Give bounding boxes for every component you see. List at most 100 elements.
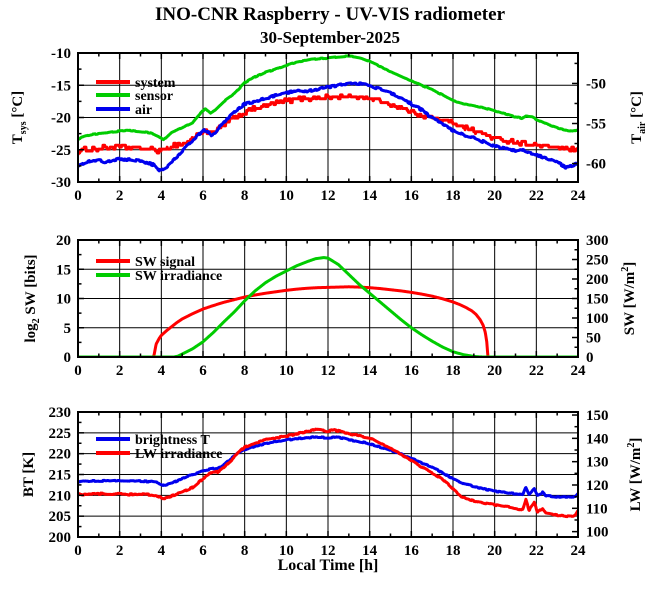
x-tick-label: 14 — [362, 188, 378, 204]
y2-tick-label: 300 — [586, 233, 609, 249]
x-tick-label: 18 — [446, 363, 461, 379]
y2-tick-label: 0 — [586, 350, 594, 366]
y1-tick-label: 230 — [49, 405, 72, 421]
x-tick-label: 10 — [279, 188, 294, 204]
legend-label: LW irradiance — [135, 447, 223, 462]
x-tick-label: 20 — [487, 543, 502, 559]
x-tick-label: 2 — [116, 188, 124, 204]
x-tick-label: 6 — [199, 363, 207, 379]
y1-tick-label: 220 — [49, 447, 72, 463]
y2-tick-label: 130 — [586, 455, 609, 471]
x-tick-label: 0 — [74, 363, 82, 379]
x-tick-label: 0 — [74, 543, 82, 559]
legend-label: system — [135, 76, 176, 91]
grid — [78, 412, 578, 537]
legend-label: SW signal — [135, 255, 195, 270]
curve-system — [77, 93, 579, 156]
y1-tick-label: -25 — [51, 143, 71, 159]
legend-label: sensor — [135, 89, 173, 104]
figure-date: 30-September-2025 — [259, 28, 401, 47]
y1-tick-label: 5 — [64, 321, 72, 337]
x-tick-label: 24 — [571, 543, 587, 559]
legend-label: SW irradiance — [135, 269, 222, 284]
x-tick-label: 16 — [404, 188, 420, 204]
x-tick-label: 2 — [116, 543, 124, 559]
ticks — [77, 239, 579, 358]
x-tick-label: 22 — [529, 363, 544, 379]
x-tick-label: 12 — [321, 543, 336, 559]
x-tick-label: 18 — [446, 543, 461, 559]
y1-tick-label: 10 — [56, 292, 71, 308]
y1-tick-label: 210 — [49, 488, 72, 504]
y2-tick-label: 120 — [586, 478, 609, 494]
x-tick-label: 16 — [404, 543, 420, 559]
y2-tick-label: -50 — [586, 76, 606, 92]
x-tick-label: 24 — [571, 188, 587, 204]
x-tick-label: 22 — [529, 543, 544, 559]
x-tick-label: 24 — [571, 363, 587, 379]
curve-air — [77, 81, 579, 173]
x-tick-label: 22 — [529, 188, 544, 204]
legend-label: air — [135, 103, 152, 118]
y2-tick-label: 250 — [586, 253, 609, 269]
x-tick-label: 8 — [241, 188, 249, 204]
x-tick-label: 8 — [241, 543, 249, 559]
y1-tick-label: 225 — [49, 426, 72, 442]
x-tick-label: 20 — [487, 188, 502, 204]
y1-tick-label: 15 — [56, 262, 71, 278]
ticks — [77, 411, 579, 538]
y1-tick-label: -20 — [51, 111, 71, 127]
y-axis-label-right: SW [W/m2] — [620, 262, 638, 335]
y2-tick-label: 100 — [586, 525, 609, 541]
y-axis-label-right: LW [W/m2] — [626, 438, 644, 512]
x-tick-label: 20 — [487, 363, 502, 379]
x-tick-label: 6 — [199, 543, 207, 559]
y1-tick-label: 0 — [64, 350, 72, 366]
ticks — [77, 52, 579, 183]
x-tick-label: 12 — [321, 188, 336, 204]
x-tick-label: 4 — [158, 363, 166, 379]
y2-tick-label: 200 — [586, 272, 609, 288]
y2-tick-label: 100 — [586, 311, 609, 327]
y1-tick-label: -10 — [51, 46, 71, 62]
y1-tick-label: -30 — [51, 175, 71, 191]
y1-tick-label: 215 — [49, 468, 72, 484]
y-axis-label-left: BT [K] — [21, 452, 37, 497]
x-tick-label: 10 — [279, 543, 294, 559]
legend-label: brightness T — [135, 433, 210, 448]
y1-tick-label: -15 — [51, 78, 71, 94]
figure-title: INO-CNR Raspberry - UV-VIS radiometer — [154, 4, 506, 25]
x-axis-label: Local Time [h] — [278, 557, 379, 574]
y1-tick-label: 205 — [49, 509, 72, 525]
y-axis-label-right: Tair [°C] — [629, 91, 648, 144]
x-tick-label: 16 — [404, 363, 420, 379]
legend: brightness TLW irradiance — [96, 433, 223, 462]
y2-tick-label: 150 — [586, 408, 609, 424]
x-tick-label: 4 — [158, 543, 166, 559]
y-axis-label-left: log2 SW [bits] — [23, 254, 42, 342]
curve-lw-irradiance — [77, 427, 579, 519]
tick-labels: -10-15-20-25-30-50-55-600 2 4 6 8 10 12 14 16 18 2… — [51, 46, 606, 204]
y1-tick-label: 200 — [49, 530, 72, 546]
curve-brightness-t — [77, 435, 579, 499]
x-tick-label: 8 — [241, 363, 249, 379]
y2-tick-label: -60 — [586, 157, 606, 173]
y2-tick-label: 150 — [586, 292, 609, 308]
y2-tick-label: 50 — [586, 331, 601, 347]
y2-tick-label: 140 — [586, 431, 609, 447]
x-tick-label: 18 — [446, 188, 461, 204]
y1-tick-label: 20 — [56, 233, 71, 249]
x-tick-label: 12 — [321, 363, 336, 379]
x-tick-label: 14 — [362, 363, 378, 379]
x-tick-label: 2 — [116, 363, 124, 379]
y2-tick-label: 110 — [586, 501, 608, 517]
tick-labels: 2302252202152102052001501401301201101000… — [49, 405, 609, 559]
x-tick-label: 6 — [199, 188, 207, 204]
